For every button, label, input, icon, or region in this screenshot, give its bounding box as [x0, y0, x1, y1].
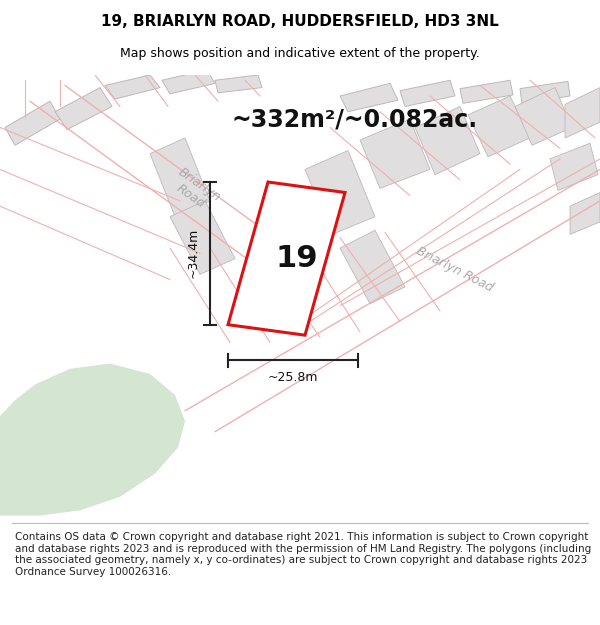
Polygon shape: [360, 119, 430, 188]
Text: Map shows position and indicative extent of the property.: Map shows position and indicative extent…: [120, 48, 480, 61]
Polygon shape: [515, 88, 572, 145]
Polygon shape: [55, 88, 112, 129]
Polygon shape: [170, 201, 235, 274]
Text: Contains OS data © Crown copyright and database right 2021. This information is : Contains OS data © Crown copyright and d…: [15, 532, 591, 577]
Polygon shape: [565, 88, 600, 138]
Polygon shape: [228, 182, 345, 335]
Text: Briarlyn Road: Briarlyn Road: [415, 244, 496, 294]
Text: 19, BRIARLYN ROAD, HUDDERSFIELD, HD3 3NL: 19, BRIARLYN ROAD, HUDDERSFIELD, HD3 3NL: [101, 14, 499, 29]
Polygon shape: [520, 81, 570, 103]
Polygon shape: [150, 138, 210, 217]
Polygon shape: [105, 75, 160, 99]
Text: ~25.8m: ~25.8m: [268, 371, 318, 384]
Polygon shape: [468, 96, 530, 157]
Text: ~332m²/~0.082ac.: ~332m²/~0.082ac.: [232, 107, 478, 131]
Polygon shape: [400, 80, 455, 106]
Text: 19: 19: [275, 244, 318, 273]
Polygon shape: [0, 364, 185, 516]
Polygon shape: [340, 230, 405, 304]
Polygon shape: [340, 83, 398, 112]
Polygon shape: [415, 106, 480, 174]
Polygon shape: [550, 143, 598, 191]
Polygon shape: [5, 101, 60, 145]
Text: ~34.4m: ~34.4m: [187, 228, 200, 279]
Polygon shape: [460, 80, 513, 103]
Text: Briarlyn
Road: Briarlyn Road: [167, 166, 223, 216]
Polygon shape: [162, 70, 215, 94]
Polygon shape: [305, 151, 375, 234]
Polygon shape: [570, 192, 600, 234]
Polygon shape: [215, 75, 262, 93]
